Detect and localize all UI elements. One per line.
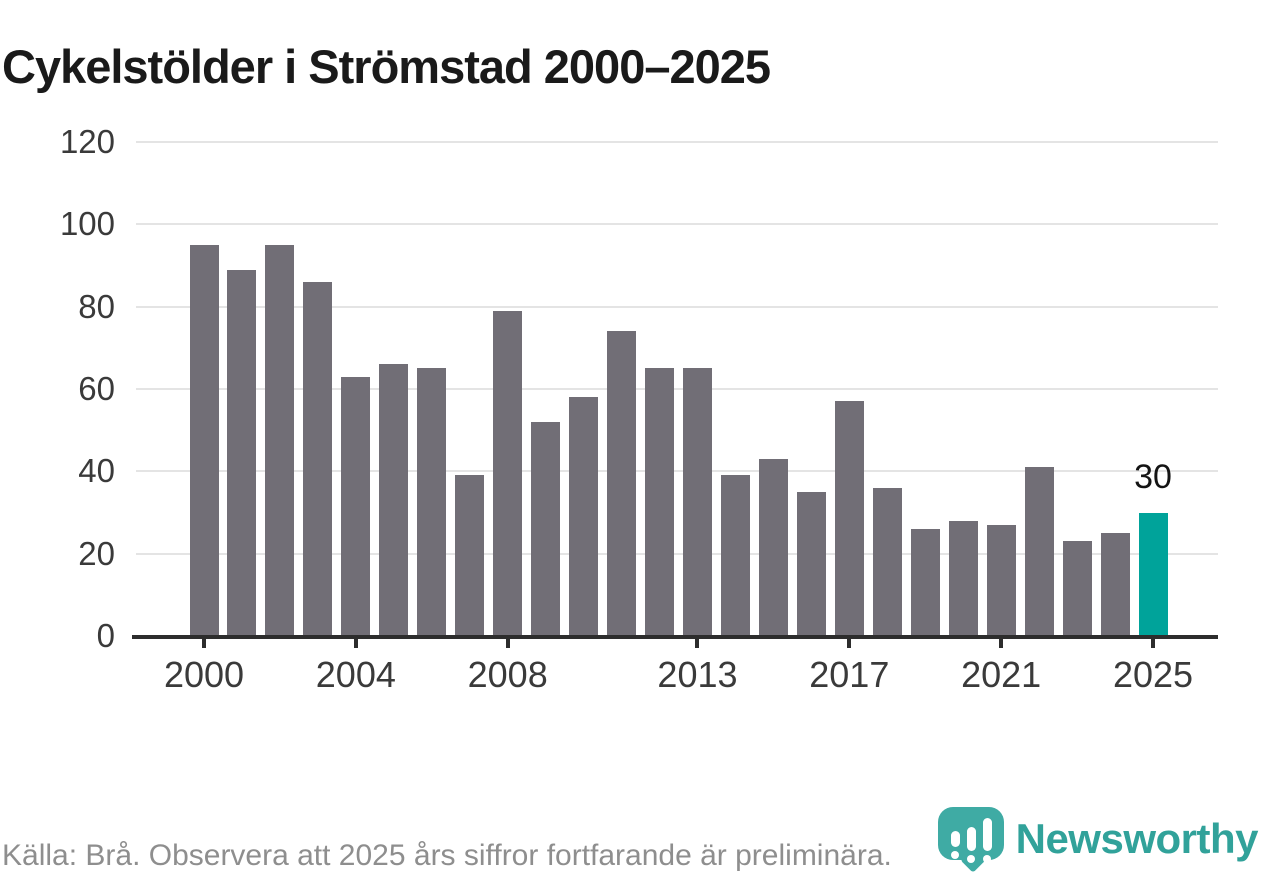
x-axis-tick-2013 [695, 637, 700, 648]
y-axis-tick-label-40: 40 [78, 452, 115, 490]
bar-2021 [986, 524, 1016, 636]
bar-2009 [531, 421, 561, 636]
x-axis-tick-2004 [353, 637, 358, 648]
bar-2008 [493, 310, 523, 636]
gridline-y80 [136, 305, 1218, 308]
bar-2018 [872, 487, 902, 636]
x-axis-tick-2025 [1151, 637, 1155, 648]
x-axis-tick-label-2017: 2017 [809, 654, 890, 695]
bar-2016 [796, 491, 826, 636]
bar-2005 [379, 364, 409, 636]
gridline-y120 [136, 141, 1218, 143]
bar-2006 [417, 368, 447, 636]
x-axis-tick-2021 [999, 637, 1004, 648]
x-axis-tick-2017 [847, 637, 852, 648]
newsworthy-logo-text: Newsworthy [1015, 815, 1259, 862]
y-axis-tick-label-120: 120 [59, 123, 115, 160]
x-axis-tick-label-2000: 2000 [163, 654, 245, 695]
bar-2020 [948, 520, 978, 636]
chart-title: Cykelstölder i Strömstad 2000–2025 [2, 40, 771, 94]
bar-2024 [1100, 533, 1130, 636]
x-axis-tick-label-2025: 2025 [1112, 654, 1194, 695]
bar-2015 [758, 458, 788, 636]
gridline-y40 [136, 470, 1218, 473]
newsworthy-logo: Newsworthy [936, 807, 1259, 873]
bar-2022 [1024, 467, 1054, 636]
bar-chart-plot-area: 0 20 40 60 80 100 120 2000 2004 2008 2013 2017 2021 2… [60, 125, 1218, 695]
gridline-y100 [136, 223, 1218, 226]
x-axis-tick-label-2004: 2004 [315, 654, 396, 695]
bar-2025 [1138, 512, 1168, 636]
bar-2011 [607, 331, 637, 636]
y-axis-tick-label-80: 80 [78, 287, 115, 325]
x-axis-tick-label-2013: 2013 [657, 654, 738, 695]
logo-icon-bar [966, 827, 976, 851]
value-label-2025: 30 [1134, 457, 1172, 496]
logo-icon-bar [982, 818, 992, 851]
y-axis-tick-label-20: 20 [78, 534, 115, 572]
x-axis-line [132, 635, 1218, 639]
bar-2007 [455, 475, 485, 636]
bar-2014 [720, 475, 750, 636]
logo-icon-bar [950, 831, 960, 847]
x-axis-tick-2008 [505, 637, 510, 648]
bar-2023 [1062, 541, 1092, 636]
bar-2001 [227, 269, 257, 636]
bar-2002 [265, 244, 295, 636]
y-axis-tick-label-100: 100 [59, 205, 115, 243]
bar-2003 [303, 281, 333, 636]
logo-icon-dot [967, 855, 976, 863]
bar-2013 [682, 368, 712, 636]
logo-icon-dot [951, 851, 960, 859]
x-axis-tick-label-2008: 2008 [467, 654, 548, 695]
gridline-y60 [136, 388, 1218, 390]
bar-2017 [834, 401, 864, 636]
x-axis-tick-2000 [202, 637, 206, 648]
bar-2004 [341, 376, 371, 636]
y-axis-tick-label-0: 0 [96, 617, 115, 654]
logo-icon-dot [983, 855, 992, 863]
x-axis-tick-label-2021: 2021 [961, 654, 1042, 695]
newsworthy-speech-bubble-chart-icon [936, 807, 1008, 873]
bar-2012 [645, 368, 675, 636]
source-note: Källa: Brå. Observera att 2025 års siffr… [2, 839, 892, 872]
gridline-y20 [136, 552, 1218, 555]
y-axis-tick-label-60: 60 [78, 370, 115, 407]
bar-2000 [189, 244, 219, 636]
bar-2019 [910, 528, 940, 636]
bar-2010 [569, 397, 599, 636]
